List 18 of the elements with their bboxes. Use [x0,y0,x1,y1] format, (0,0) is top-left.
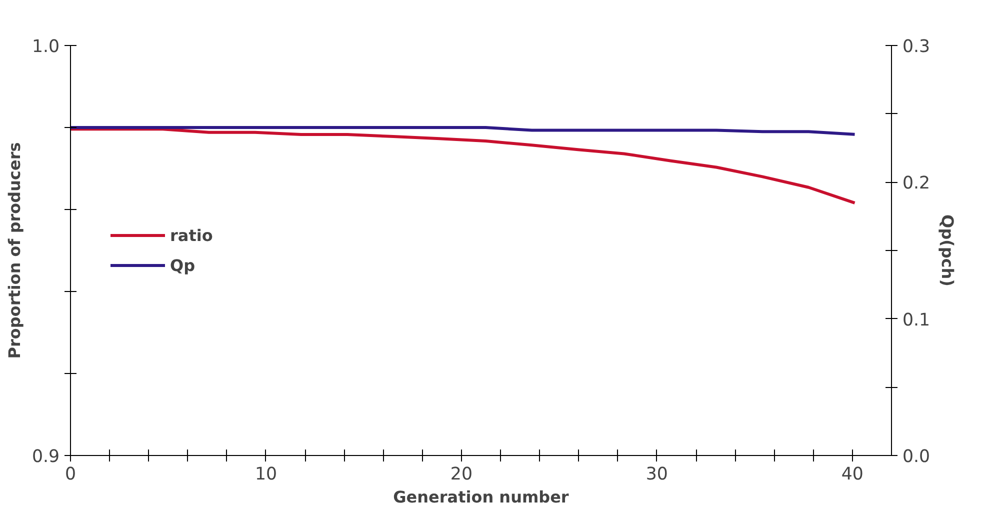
y-tick-label: 0.9 [32,447,60,467]
y2-axis-title: Qp(pch) [938,214,958,287]
x-tick-label: 20 [450,464,472,484]
line-series [70,128,856,204]
y-tick-label: 1.0 [32,37,60,57]
x-tick-label: 40 [841,464,864,484]
y2-tick-label: 0.2 [902,174,930,194]
legend-label: Qp [170,256,196,274]
x-tick-label: 0 [64,464,76,484]
y2-tick-label: 0.3 [902,37,930,57]
x-axis-title: Generation number [393,488,569,506]
line-series [70,126,856,136]
y2-tick-label: 0.0 [902,447,930,467]
x-tick-label: 30 [646,464,668,484]
legend-label: ratio [170,226,213,244]
y2-tick-label: 0.1 [902,310,930,330]
x-tick-label: 10 [254,464,278,484]
y-axis-title: Proportion of producers [4,142,24,359]
